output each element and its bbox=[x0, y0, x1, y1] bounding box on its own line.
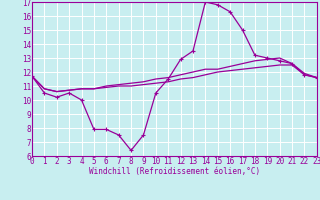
X-axis label: Windchill (Refroidissement éolien,°C): Windchill (Refroidissement éolien,°C) bbox=[89, 167, 260, 176]
